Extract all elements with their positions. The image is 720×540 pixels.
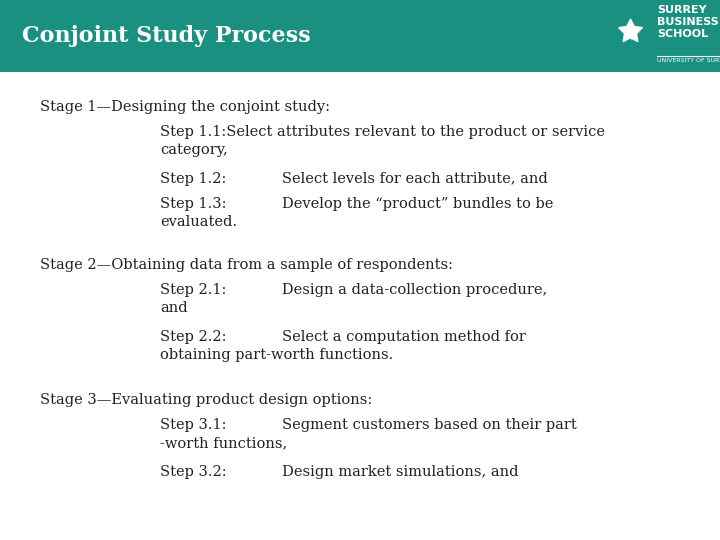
Text: UNIVERSITY OF SURREY: UNIVERSITY OF SURREY <box>657 58 720 63</box>
Text: Step 2.2:            Select a computation method for
obtaining part-worth functi: Step 2.2: Select a computation method fo… <box>160 330 526 362</box>
Text: SURREY
BUSINESS
SCHOOL: SURREY BUSINESS SCHOOL <box>657 5 719 39</box>
Text: Step 3.1:            Segment customers based on their part
-worth functions,: Step 3.1: Segment customers based on the… <box>160 418 577 450</box>
Text: Step 1.2:            Select levels for each attribute, and: Step 1.2: Select levels for each attribu… <box>160 172 548 186</box>
Bar <box>0 0 720 72</box>
Text: Stage 2—Obtaining data from a sample of respondents:: Stage 2—Obtaining data from a sample of … <box>40 258 453 272</box>
Text: ✦: ✦ <box>621 26 639 46</box>
Text: Step 2.1:            Design a data-collection procedure,
and: Step 2.1: Design a data-collection proce… <box>160 283 547 315</box>
Text: ⭐: ⭐ <box>629 33 631 35</box>
Text: Step 1.3:            Develop the “product” bundles to be
evaluated.: Step 1.3: Develop the “product” bundles … <box>160 197 554 229</box>
Text: Stage 1—Designing the conjoint study:: Stage 1—Designing the conjoint study: <box>40 100 330 114</box>
Text: Step 1.1:Select attributes relevant to the product or service
category,: Step 1.1:Select attributes relevant to t… <box>160 125 605 157</box>
Text: Stage 3—Evaluating product design options:: Stage 3—Evaluating product design option… <box>40 393 372 407</box>
Text: Step 3.2:            Design market simulations, and: Step 3.2: Design market simulations, and <box>160 465 518 479</box>
Text: Conjoint Study Process: Conjoint Study Process <box>22 25 310 47</box>
